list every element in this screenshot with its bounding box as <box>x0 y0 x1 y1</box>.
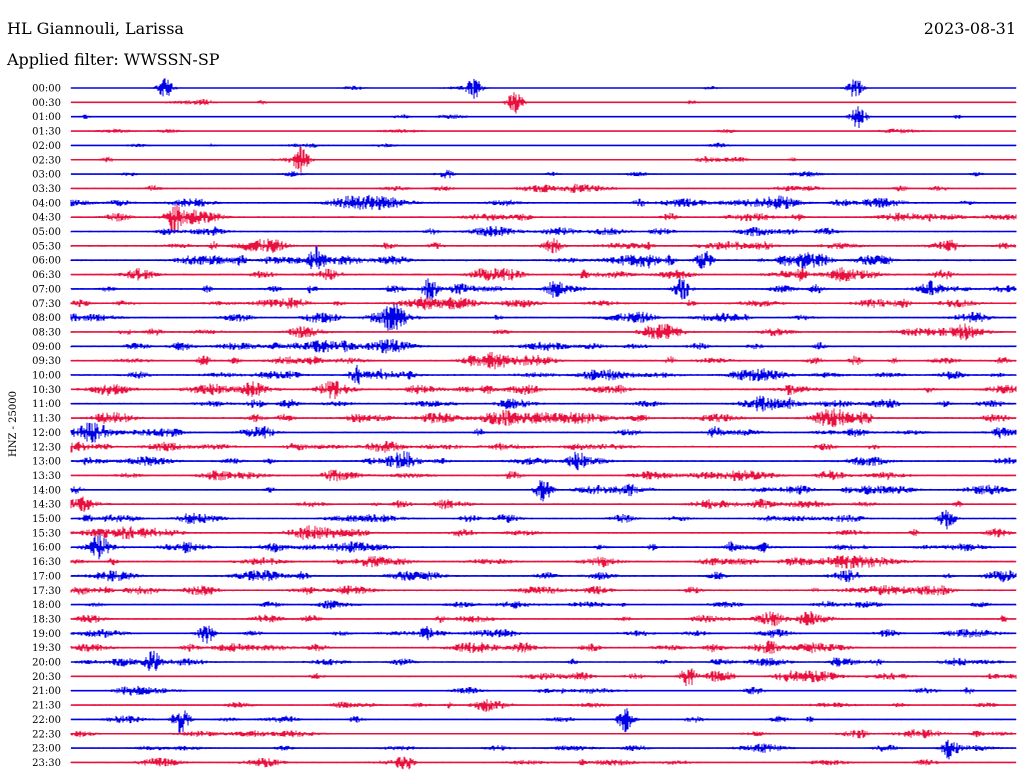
time-label: 12:00 <box>32 428 61 439</box>
time-label: 21:30 <box>32 701 61 712</box>
time-label: 20:00 <box>32 658 61 669</box>
time-label: 23:30 <box>32 758 61 769</box>
time-label: 03:30 <box>32 184 61 195</box>
seismogram-trace <box>70 708 1017 733</box>
time-label: 19:30 <box>32 643 61 654</box>
time-label: 06:30 <box>32 270 61 281</box>
seismogram-trace <box>70 480 1017 502</box>
time-label: 14:30 <box>32 500 61 511</box>
time-label: 07:30 <box>32 299 61 310</box>
time-label: 17:30 <box>32 586 61 597</box>
time-label: 04:30 <box>32 213 61 224</box>
time-label: 21:00 <box>32 686 61 697</box>
time-label: 06:00 <box>32 256 61 267</box>
time-label: 04:00 <box>32 198 61 209</box>
time-label: 01:30 <box>32 127 61 138</box>
time-label: 09:30 <box>32 356 61 367</box>
time-label: 19:00 <box>32 629 61 640</box>
time-label: 12:30 <box>32 442 61 453</box>
trace-group <box>70 78 1017 770</box>
seismogram-trace <box>70 668 1017 686</box>
time-label: 18:30 <box>32 614 61 625</box>
time-label: 10:30 <box>32 385 61 396</box>
time-label: 20:30 <box>32 672 61 683</box>
time-label: 00:30 <box>32 98 61 109</box>
time-label: 11:00 <box>32 399 61 410</box>
seismogram-trace <box>70 739 1017 760</box>
time-label: 14:00 <box>32 485 61 496</box>
time-label: 15:30 <box>32 528 61 539</box>
seismogram-trace <box>70 246 1017 270</box>
time-label: 16:00 <box>32 543 61 554</box>
time-label: 13:00 <box>32 457 61 468</box>
station-title: HL Giannouli, Larissa <box>7 19 184 38</box>
time-label: 05:00 <box>32 227 61 238</box>
time-label: 02:30 <box>32 155 61 166</box>
time-label: 23:00 <box>32 744 61 755</box>
time-label: 02:00 <box>32 141 61 152</box>
channel-label: HNZ - 25000 <box>8 391 19 457</box>
seismogram-trace <box>70 650 1017 671</box>
seismogram-trace <box>70 204 1017 233</box>
time-label: 15:00 <box>32 514 61 525</box>
seismogram-trace <box>70 625 1017 644</box>
time-label: 16:30 <box>32 557 61 568</box>
time-label: 13:30 <box>32 471 61 482</box>
time-label: 11:30 <box>32 414 61 425</box>
time-label: 08:00 <box>32 313 61 324</box>
time-label-group: 00:00 00:30 01:00 01:30 02:00 02:30 03:00 03:30… <box>32 84 61 769</box>
time-label: 03:00 <box>32 170 61 181</box>
time-label: 17:00 <box>32 571 61 582</box>
filter-label: Applied filter: WWSSN-SP <box>7 50 220 69</box>
seismogram-trace <box>70 509 1017 530</box>
time-label: 08:30 <box>32 327 61 338</box>
time-label: 01:00 <box>32 112 61 123</box>
time-label: 00:00 <box>32 84 61 95</box>
time-label: 05:30 <box>32 241 61 252</box>
time-label: 09:00 <box>32 342 61 353</box>
time-label: 10:00 <box>32 371 61 382</box>
time-label: 22:30 <box>32 729 61 740</box>
date-label: 2023-08-31 <box>923 19 1016 38</box>
time-label: 07:00 <box>32 284 61 295</box>
time-label: 18:00 <box>32 600 61 611</box>
time-label: 22:00 <box>32 715 61 726</box>
